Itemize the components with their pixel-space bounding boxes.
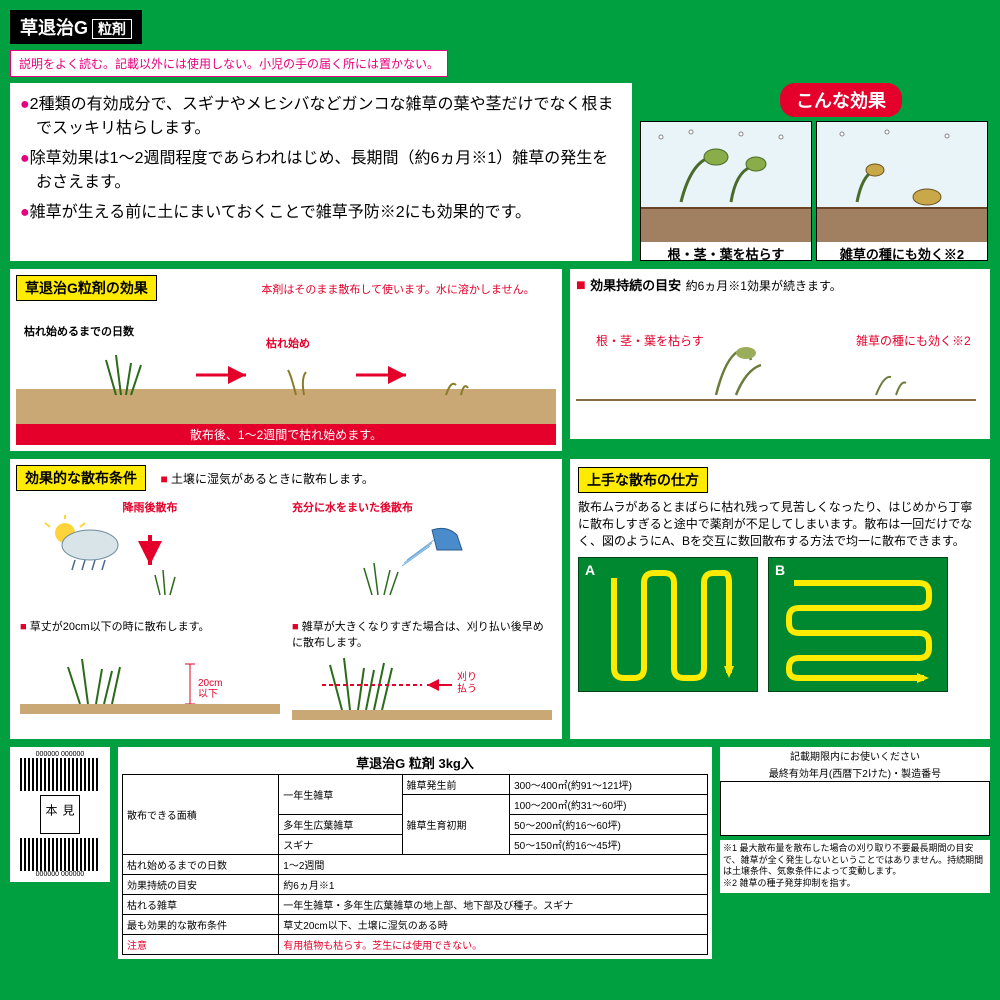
svg-text:雑草の種にも効く※2: 雑草の種にも効く※2 bbox=[856, 333, 971, 348]
svg-text:払う: 払う bbox=[457, 682, 477, 695]
spread-cond-title: 効果的な散布条件 bbox=[16, 465, 146, 491]
bullet-1: ●2種類の有効成分で、スギナやメヒシバなどガンコな雑草の葉や茎だけでなく根までス… bbox=[20, 93, 622, 141]
effect-badge: こんな効果 bbox=[780, 83, 902, 117]
effect-img-1: 根・茎・葉を枯らす bbox=[640, 121, 812, 261]
pattern-b: B bbox=[768, 557, 948, 692]
spread-method: 上手な散布の仕方 散布ムラがあるとまばらに枯れ残って見苦しくなったり、はじめから… bbox=[570, 459, 990, 739]
header: 草退治G粒剤 bbox=[10, 10, 990, 50]
barcode: 000000 000000 見本 000000 000000 bbox=[10, 747, 110, 882]
expiry-section: 記載期限内にお使いください 最終有効年月(西暦下2けた)・製造番号 ※1 最大散… bbox=[720, 747, 990, 959]
expiry-label-2: 最終有効年月(西暦下2けた)・製造番号 bbox=[720, 764, 990, 781]
spread-row: 効果的な散布条件 ■ 土壌に湿気があるときに散布します。 降雨後散布 充分に水を… bbox=[10, 459, 990, 739]
barcode-lines-icon bbox=[20, 758, 100, 791]
seed-effect-icon bbox=[817, 122, 989, 207]
svg-text:以下: 以下 bbox=[198, 689, 218, 700]
wilted-plant-icon bbox=[641, 122, 813, 207]
svg-text:根・茎・葉を枯らす: 根・茎・葉を枯らす bbox=[596, 333, 704, 348]
effect-panel: 草退治G粒剤の効果 本剤はそのまま散布して使います。水に溶かしません。 枯れ始め… bbox=[10, 269, 562, 451]
sample-label: 見本 bbox=[40, 795, 80, 833]
cond-mow: ■ 雑草が大きくなりすぎた場合は、刈り払い後早めに散布します。 刈り払う bbox=[288, 614, 556, 729]
method-title: 上手な散布の仕方 bbox=[578, 467, 708, 493]
effect-note: 本剤はそのまま散布して使います。水に溶かしません。 bbox=[261, 284, 534, 296]
top-row: ●2種類の有効成分で、スギナやメヒシバなどガンコな雑草の葉や茎だけでなく根までス… bbox=[10, 83, 990, 261]
package-label: 草退治G粒剤 説明をよく読む。記載以外には使用しない。小児の手の届く所には置かな… bbox=[0, 0, 1000, 1000]
effect-diagram: 枯れ始めるまでの日数 枯れ始め 散布後、1〜2週間で枯れ始めます。 bbox=[16, 305, 556, 445]
duration-diagram-icon: 根・茎・葉を枯らす 雑草の種にも効く※2 bbox=[576, 295, 976, 425]
product-title: 草退治G粒剤 bbox=[10, 10, 142, 44]
bullet-3: ●雑草が生える前に土にまいておくことで雑草予防※2にも効果的です。 bbox=[20, 201, 622, 225]
cond-rain: 降雨後散布 bbox=[16, 495, 284, 610]
spread-conditions: 効果的な散布条件 ■ 土壌に湿気があるときに散布します。 降雨後散布 充分に水を… bbox=[10, 459, 562, 739]
svg-text:刈り: 刈り bbox=[457, 670, 477, 683]
effect-row: 草退治G粒剤の効果 本剤はそのまま散布して使います。水に溶かしません。 枯れ始め… bbox=[10, 269, 990, 451]
bottom-row: 000000 000000 見本 000000 000000 草退治G 粒剤 3… bbox=[10, 747, 990, 959]
zigzag-vertical-icon bbox=[579, 558, 759, 693]
svg-text:20cm: 20cm bbox=[198, 678, 222, 689]
cond-water: 充分に水をまいた後散布 bbox=[288, 495, 556, 610]
expiry-field bbox=[720, 781, 990, 836]
grass-progression-icon bbox=[16, 305, 556, 425]
effect-preview: こんな効果 根・茎・葉を枯らす bbox=[640, 83, 990, 261]
zigzag-horizontal-icon bbox=[769, 558, 949, 693]
cond-height: ■ 草丈が20cm以下の時に散布します。 20cm以下 bbox=[16, 614, 284, 729]
footnotes: ※1 最大散布量を散布した場合の刈り取り不要最長期間の目安で、雑草が全く発生しな… bbox=[720, 840, 990, 893]
expiry-label-1: 記載期限内にお使いください bbox=[720, 747, 990, 764]
duration-panel: ■ 効果持続の目安 約6ヵ月※1効果が続きます。 根・茎・葉を枯らす 雑草の種に… bbox=[570, 269, 990, 439]
info-table: 草退治G 粒剤 3kg入 散布できる面積一年生雑草雑草発生前300〜400㎡(約… bbox=[118, 747, 712, 959]
mowing-icon: 刈り払う bbox=[292, 650, 552, 720]
watering-can-icon bbox=[292, 515, 552, 600]
pattern-a: A bbox=[578, 557, 758, 692]
method-text: 散布ムラがあるとまばらに枯れ残って見苦しくなったり、はじめから丁寧に散布しすぎる… bbox=[578, 499, 982, 549]
effect-title: 草退治G粒剤の効果 bbox=[16, 275, 157, 301]
effect-img-2: 雑草の種にも効く※2 bbox=[816, 121, 988, 261]
rain-cloud-icon bbox=[20, 515, 280, 600]
bullet-2: ●除草効果は1〜2週間程度であらわれはじめ、長期間（約6ヵ月※1）雑草の発生をお… bbox=[20, 147, 622, 195]
barcode-lines-icon bbox=[20, 838, 100, 871]
warning-box: 説明をよく読む。記載以外には使用しない。小児の手の届く所には置かない。 bbox=[10, 50, 448, 77]
grass-height-icon: 20cm以下 bbox=[20, 634, 280, 714]
feature-bullets: ●2種類の有効成分で、スギナやメヒシバなどガンコな雑草の葉や茎だけでなく根までス… bbox=[10, 83, 632, 261]
